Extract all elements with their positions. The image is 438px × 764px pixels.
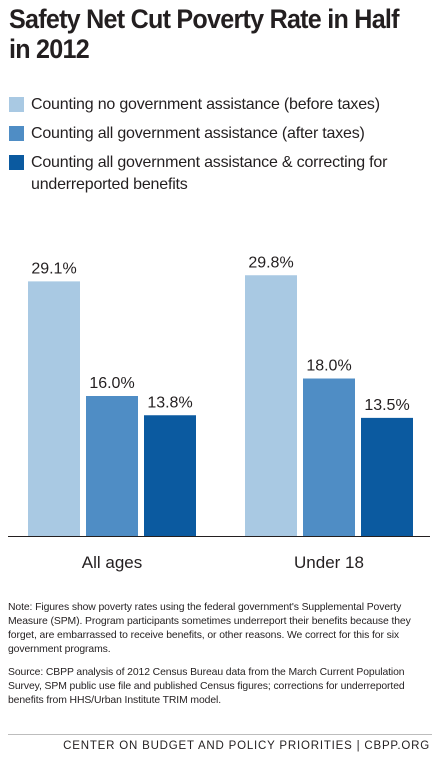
source-text: Source: CBPP analysis of 2012 Census Bur… xyxy=(8,667,405,706)
data-label-under-18-series-1: 18.0% xyxy=(306,358,351,375)
chart-title: Safety Net Cut Poverty Rate in Half in 2… xyxy=(9,4,400,64)
legend-item-before-taxes: Counting no government assistance (befor… xyxy=(9,94,433,116)
data-label-all-ages-series-0: 29.1% xyxy=(31,260,76,277)
legend-label-corrected: Counting all government assistance & cor… xyxy=(31,154,388,193)
note-text: Note: Figures show poverty rates using t… xyxy=(8,602,411,655)
data-label-all-ages-series-2: 13.8% xyxy=(147,394,192,411)
footer-divider xyxy=(8,734,432,735)
data-label-under-18-series-0: 29.8% xyxy=(248,254,293,271)
category-label-under-18: Under 18 xyxy=(294,553,364,572)
legend-item-after-taxes: Counting all government assistance (afte… xyxy=(9,123,433,145)
legend-swatch-after-taxes xyxy=(9,126,24,141)
legend: Counting no government assistance (befor… xyxy=(9,94,433,203)
legend-label-before-taxes: Counting no government assistance (befor… xyxy=(31,96,380,113)
legend-swatch-before-taxes xyxy=(9,97,24,112)
data-label-under-18-series-2: 13.5% xyxy=(364,397,409,414)
bar-chart: 29.1% 16.0% 13.8% All ages 29.8% 18.0% 13.5% Un… xyxy=(8,254,430,572)
bar-under-18-series-1 xyxy=(303,378,355,536)
category-label-all-ages: All ages xyxy=(82,553,142,572)
bar-under-18-series-0 xyxy=(245,275,297,536)
legend-item-corrected: Counting all government assistance & cor… xyxy=(9,152,433,196)
bar-all-ages-series-0 xyxy=(28,281,80,536)
bar-all-ages-series-2 xyxy=(144,415,196,536)
data-label-all-ages-series-1: 16.0% xyxy=(89,375,134,392)
legend-label-after-taxes: Counting all government assistance (afte… xyxy=(31,125,365,142)
bar-under-18-series-2 xyxy=(361,417,413,536)
notes: Note: Figures show poverty rates using t… xyxy=(8,601,434,717)
legend-swatch-corrected xyxy=(9,155,24,170)
footer-credit: CENTER ON BUDGET AND POLICY PRIORITIES |… xyxy=(63,740,430,752)
bar-all-ages-series-1 xyxy=(86,396,138,536)
